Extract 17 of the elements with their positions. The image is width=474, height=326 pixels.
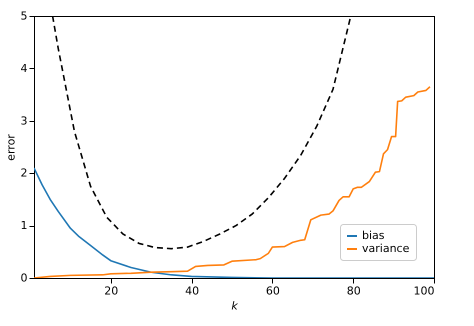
x-tick-label: 20 [104, 284, 118, 298]
y-tick-label: 2 [20, 166, 28, 180]
x-axis-title: k [231, 300, 238, 312]
line-series [34, 167, 434, 278]
y-tick-label: 5 [20, 10, 28, 22]
x-tick-label: 40 [185, 284, 200, 298]
legend-label: bias [362, 229, 385, 242]
y-axis-title: error [4, 134, 18, 161]
y-tick-label: 0 [20, 272, 28, 284]
legend-label: variance [362, 242, 410, 255]
y-tick-label: 3 [20, 114, 28, 128]
x-tick-label: 80 [346, 284, 361, 298]
y-tick-label: 1 [20, 219, 28, 232]
line-series [34, 86, 431, 278]
x-tick-label: 60 [266, 284, 280, 298]
y-tick-label: 4 [20, 62, 28, 75]
x-tick-label: 100 [414, 284, 434, 298]
